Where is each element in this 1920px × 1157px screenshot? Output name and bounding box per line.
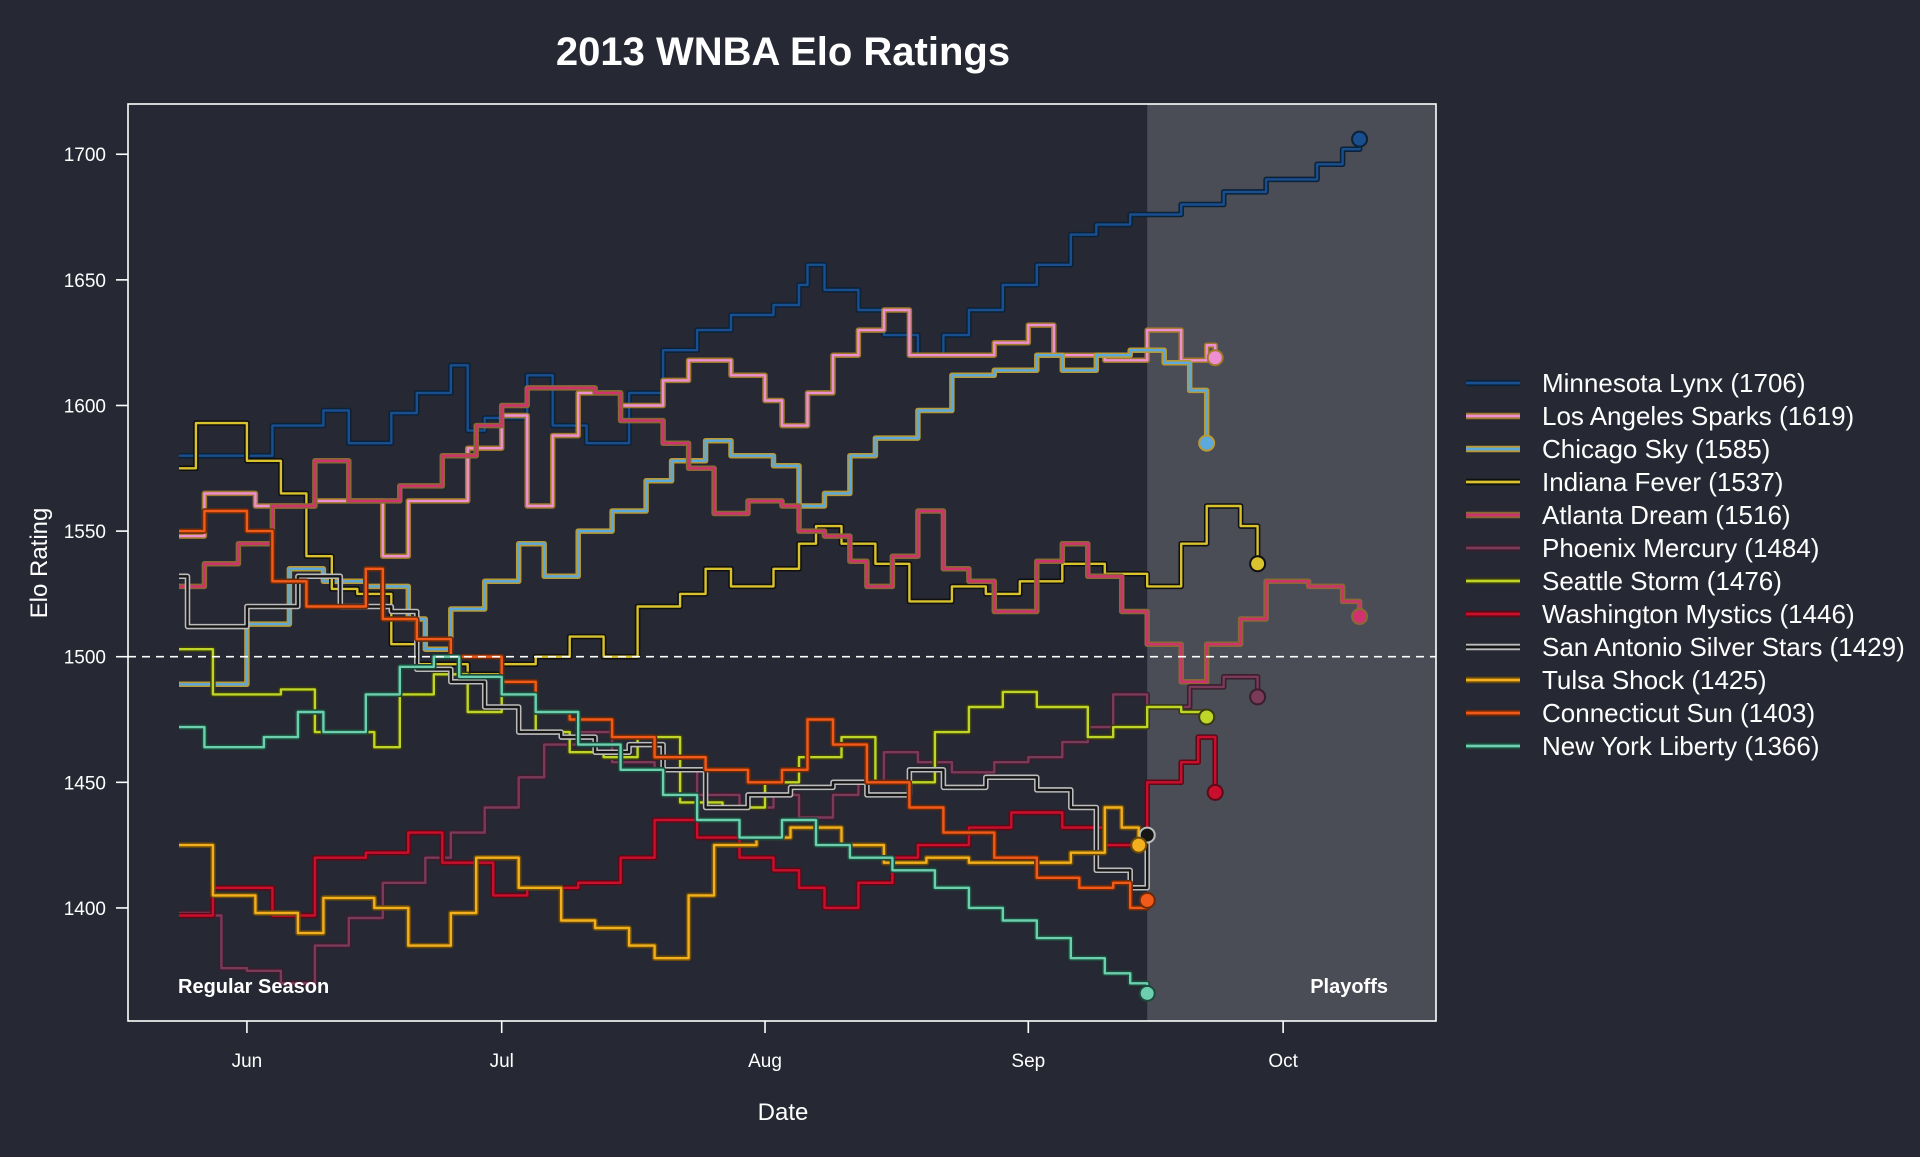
x-axis-label: Date [758, 1099, 809, 1126]
region-label-playoffs: Playoffs [1310, 976, 1388, 998]
series-line-phoenix-mercury [179, 675, 1259, 985]
x-axis: Jun Jul Aug Sep Oct [232, 1021, 1299, 1072]
legend-label-connecticut-sun: Connecticut Sun (1403) [1542, 698, 1815, 728]
legend-label-minnesota-lynx: Minnesota Lynx (1706) [1542, 368, 1806, 398]
y-tick-label-1400: 1400 [64, 899, 106, 920]
series-endpoint-phoenix-mercury [1249, 688, 1267, 706]
series-line-chicago-sky [179, 349, 1208, 686]
series-layer [179, 139, 1363, 994]
legend-label-new-york-liberty: New York Liberty (1366) [1542, 731, 1819, 761]
y-tick-label-1650: 1650 [64, 271, 106, 292]
chart-title: 2013 WNBA Elo Ratings [556, 30, 1010, 74]
series-line-connecticut-sun [179, 509, 1149, 910]
series-endpoint-indiana-fever [1249, 555, 1267, 573]
series-endpoint-chicago-sky [1198, 434, 1216, 452]
legend-label-seattle-storm: Seattle Storm (1476) [1542, 566, 1782, 596]
series-endpoint-atlanta-dream [1351, 608, 1369, 626]
playoffs-region [1147, 104, 1436, 1021]
series-line-new-york-liberty [179, 655, 1149, 994]
y-tick-label-1700: 1700 [64, 145, 106, 166]
endpoint-layer [1130, 130, 1369, 1002]
y-axis: 1400 1450 1500 1550 1600 1650 1700 [64, 145, 128, 920]
y-axis-label: Elo Rating [26, 508, 53, 619]
y-tick-label-1550: 1550 [64, 522, 106, 543]
x-tick-label-sep: Sep [1011, 1051, 1045, 1072]
legend-label-indiana-fever: Indiana Fever (1537) [1542, 467, 1783, 497]
legend-label-los-angeles-sparks: Los Angeles Sparks (1619) [1542, 401, 1854, 431]
x-tick-label-jul: Jul [490, 1051, 514, 1072]
y-tick-label-1450: 1450 [64, 773, 106, 794]
series-line-tulsa-shock [179, 806, 1140, 960]
y-tick-label-1600: 1600 [64, 396, 106, 417]
x-tick-label-jun: Jun [232, 1051, 263, 1072]
x-tick-label-aug: Aug [748, 1051, 782, 1072]
y-tick-label-1500: 1500 [64, 648, 106, 669]
legend-label-san-antonio-silver-stars: San Antonio Silver Stars (1429) [1542, 632, 1905, 662]
series-line-minnesota-lynx [179, 139, 1361, 457]
legend-label-atlanta-dream: Atlanta Dream (1516) [1542, 500, 1791, 530]
legend-label-phoenix-mercury: Phoenix Mercury (1484) [1542, 533, 1819, 563]
legend-label-washington-mystics: Washington Mystics (1446) [1542, 599, 1855, 629]
plot-frame [127, 103, 1437, 1022]
series-endpoint-tulsa-shock [1130, 836, 1148, 854]
region-label-regular-season: Regular Season [178, 976, 329, 998]
x-tick-label-oct: Oct [1268, 1051, 1298, 1072]
legend-label-chicago-sky: Chicago Sky (1585) [1542, 434, 1770, 464]
series-endpoint-new-york-liberty [1138, 984, 1156, 1002]
series-line-indiana-fever [179, 421, 1259, 676]
series-endpoint-seattle-storm [1198, 708, 1216, 726]
series-endpoint-los-angeles-sparks [1206, 349, 1224, 367]
legend-label-tulsa-shock: Tulsa Shock (1425) [1542, 665, 1766, 695]
series-endpoint-washington-mystics [1206, 783, 1224, 801]
legend: Minnesota Lynx (1706)Los Angeles Sparks … [1466, 368, 1905, 761]
series-endpoint-connecticut-sun [1138, 891, 1156, 909]
series-endpoint-minnesota-lynx [1351, 130, 1369, 148]
